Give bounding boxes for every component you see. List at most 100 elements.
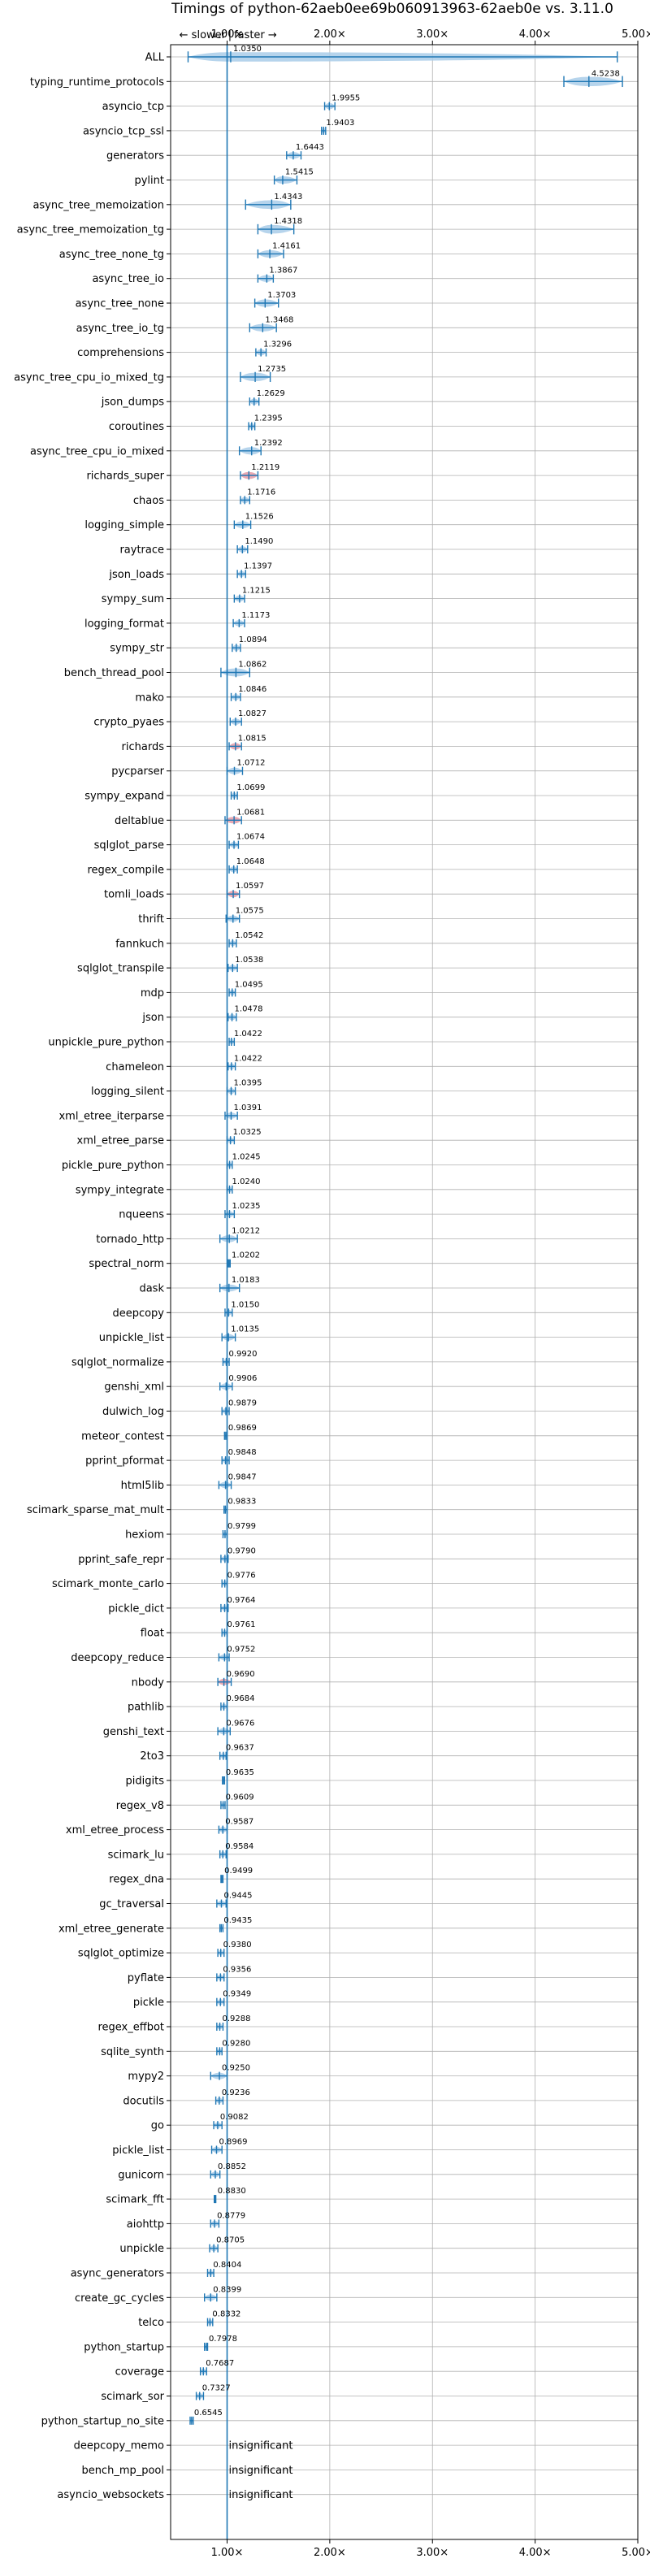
category-label: 2to3: [140, 1750, 164, 1763]
violin-xml_etree_generate: [219, 1923, 224, 1932]
grid: [171, 45, 639, 2539]
category-label: python_startup_no_site: [41, 2415, 164, 2427]
violin-richards: [228, 742, 242, 751]
violin-dulwich_log: [221, 1407, 230, 1416]
category-label: sqlglot_transpile: [77, 963, 164, 975]
violin-pathlib: [220, 1702, 228, 1711]
violin-telco: [206, 2318, 214, 2327]
violin-deltablue: [224, 816, 242, 825]
category-label: ALL: [145, 52, 165, 64]
violin-async_tree_memoization_tg: [257, 223, 295, 235]
category-label: unpickle_list: [99, 1332, 164, 1344]
value-label: 1.2735: [258, 365, 286, 374]
value-label: 1.0235: [232, 1202, 260, 1211]
violin-scimark_monte_carlo: [221, 1579, 228, 1588]
violin-scimark_fft: [214, 2195, 217, 2204]
category-label: pprint_pformat: [85, 1455, 164, 1468]
category-label: asyncio_tcp: [102, 101, 164, 113]
category-label: sqlglot_parse: [94, 839, 164, 852]
category-label: chaos: [133, 495, 164, 507]
violin-coroutines: [248, 422, 256, 431]
value-label: 1.4318: [274, 217, 302, 226]
violin-mako: [230, 692, 241, 701]
violin-regex_effbot: [216, 2023, 224, 2031]
value-label: 1.2392: [254, 439, 283, 448]
category-label: regex_dna: [109, 1874, 164, 1886]
violin-regex_compile: [228, 865, 238, 874]
category-label: sympy_integrate: [76, 1184, 164, 1196]
violin-richards_super: [240, 471, 259, 480]
violin-crypto_pyaes: [229, 718, 242, 726]
value-label: 0.9609: [226, 1793, 254, 1802]
category-label: mako: [135, 692, 164, 704]
violin-ALL: [187, 51, 618, 63]
category-label: thrift: [138, 913, 164, 926]
violin-unpickle: [209, 2244, 219, 2253]
violin-sqlite_synth: [216, 2047, 223, 2056]
category-label: sqlglot_normalize: [72, 1356, 164, 1368]
category-label: unpickle_pure_python: [48, 1037, 164, 1049]
value-label: 0.9761: [227, 1620, 255, 1629]
category-label: deltablue: [115, 815, 164, 827]
value-label: 1.0422: [234, 1030, 262, 1039]
violin-docutils: [214, 2096, 224, 2105]
x-ticks-bottom: 1.00× 2.00× 3.00× 4.00× 5.00×: [211, 2539, 650, 2559]
value-label: 0.9349: [223, 1990, 251, 1999]
value-label: 1.1173: [241, 611, 270, 620]
violin-pylint: [273, 175, 298, 185]
insignificant-label: insignificant: [229, 2465, 293, 2477]
value-label: 1.0894: [239, 635, 267, 644]
violin-async_tree_memoization: [245, 199, 292, 210]
value-label: 0.8332: [212, 2310, 240, 2319]
category-label: sqlite_synth: [101, 2046, 164, 2058]
category-label: dulwich_log: [102, 1406, 164, 1418]
x-ticks-top: 1.00× 2.00× 3.00× 4.00× 5.00×: [211, 28, 650, 45]
violin-typing_runtime_protocols: [563, 76, 623, 88]
category-label: pathlib: [128, 1702, 164, 1714]
category-label: mdp: [141, 987, 164, 1000]
value-label: 0.9684: [227, 1694, 255, 1703]
category-label: xml_etree_iterparse: [58, 1110, 164, 1122]
violin-create_gc_cycles: [204, 2293, 218, 2302]
violin-asyncio_tcp_ssl: [321, 126, 327, 135]
value-label: 1.2119: [251, 463, 280, 472]
category-label: pickle_list: [112, 2144, 164, 2157]
value-label: 1.0495: [235, 980, 263, 989]
category-label: pickle_dict: [108, 1602, 164, 1615]
violin-async_tree_io_tg: [249, 323, 277, 332]
value-label: 1.0648: [236, 857, 265, 866]
category-label: regex_effbot: [98, 2022, 164, 2034]
violin-pickle_dict: [220, 1603, 229, 1612]
violin-chameleon: [228, 1062, 236, 1071]
value-label: 1.0575: [236, 907, 264, 916]
value-label: 1.0150: [231, 1300, 259, 1309]
category-label: genshi_text: [103, 1726, 164, 1738]
value-label: 0.9288: [223, 2014, 251, 2023]
category-label: sqlglot_optimize: [78, 1948, 164, 1960]
direction-indicator: ← slower | faster →: [180, 29, 277, 41]
value-label: 0.7687: [206, 2359, 234, 2368]
violin-sympy_str: [232, 644, 241, 653]
category-label: nbody: [132, 1676, 165, 1689]
category-label: richards_super: [86, 471, 164, 483]
value-label: 1.1397: [244, 562, 272, 570]
category-label: meteor_contest: [81, 1430, 164, 1442]
violin-async_tree_cpu_io_mixed_tg: [240, 371, 271, 383]
value-label: 0.9499: [224, 1867, 253, 1876]
category-label: scimark_fft: [106, 2194, 164, 2206]
value-label: 0.9635: [226, 1768, 254, 1777]
value-label: 0.9764: [228, 1596, 256, 1605]
violin-logging_simple: [233, 520, 252, 529]
value-label: 1.0212: [232, 1226, 260, 1235]
violin-pyflate: [216, 1973, 225, 1982]
category-label: pylint: [134, 175, 164, 187]
violin-gunicorn: [210, 2170, 221, 2179]
violin-float: [221, 1628, 228, 1637]
direction-separator: |: [228, 29, 232, 41]
category-label: scimark_sparse_mat_mult: [27, 1504, 164, 1516]
value-label: 0.9587: [225, 1818, 254, 1827]
value-label: 1.9955: [332, 94, 360, 103]
category-label: xml_etree_parse: [77, 1135, 164, 1147]
value-label: 1.3703: [267, 291, 296, 300]
